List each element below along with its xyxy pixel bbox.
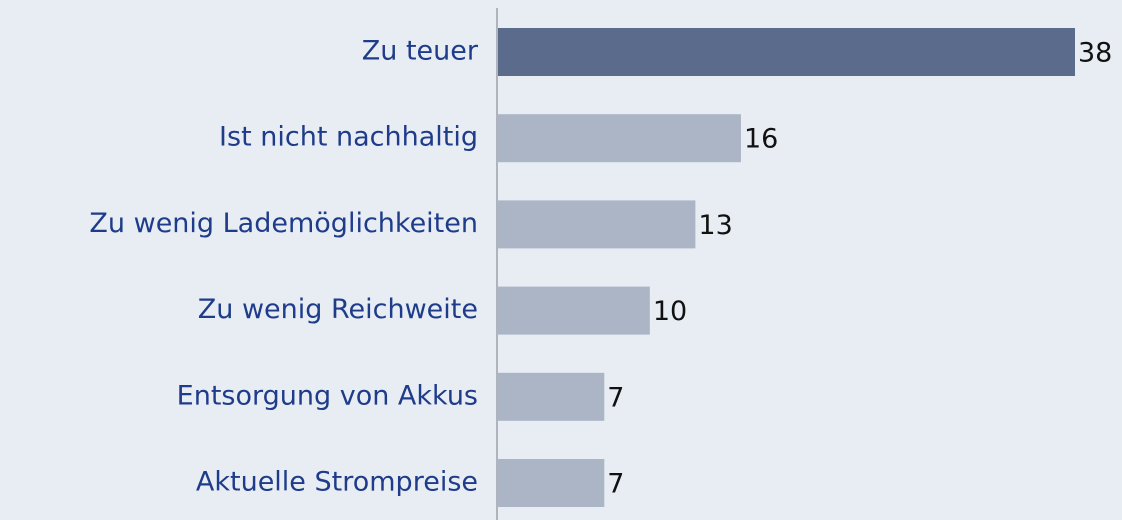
value-label: 7 [607,469,624,500]
bar [498,114,741,163]
bar [498,372,605,421]
value-label: 7 [607,382,624,413]
category-label: Entsorgung von Akkus [177,380,478,411]
bar [498,200,696,249]
value-label: 38 [1078,38,1112,69]
bar [498,459,605,507]
category-label: Zu teuer [362,36,479,67]
value-label: 10 [653,296,687,327]
bar [498,286,650,335]
category-label: Ist nicht nachhaltig [219,122,478,153]
bar [498,28,1075,76]
value-label: 13 [698,210,732,241]
category-label: Zu wenig Reichweite [198,294,478,325]
value-label: 16 [744,124,778,155]
category-label: Aktuelle Strompreise [196,467,478,498]
category-label: Zu wenig Lademöglichkeiten [89,208,478,239]
